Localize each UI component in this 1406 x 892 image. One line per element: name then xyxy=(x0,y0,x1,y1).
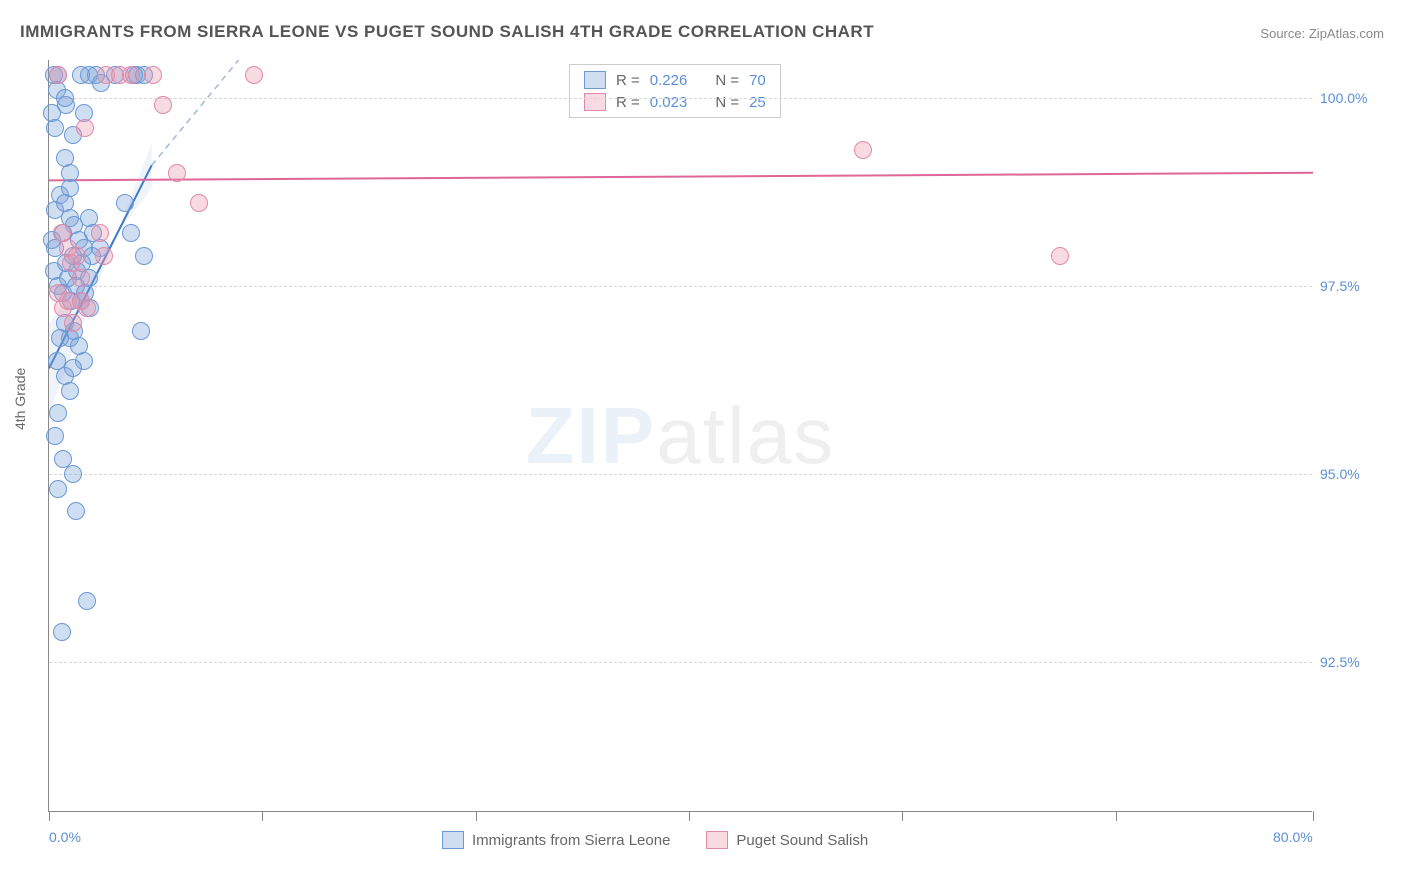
watermark-bold: ZIP xyxy=(526,391,656,480)
gridline-h xyxy=(49,662,1312,663)
pink-point xyxy=(154,96,172,114)
legend-label: Puget Sound Salish xyxy=(736,832,868,849)
ytick-label: 97.5% xyxy=(1320,278,1390,294)
legend-n-value: 70 xyxy=(749,72,766,89)
gridline-h xyxy=(49,98,1312,99)
pink-point xyxy=(190,194,208,212)
legend-swatch xyxy=(706,831,728,849)
legend-swatch xyxy=(584,71,606,89)
blue-point xyxy=(64,465,82,483)
source-attribution: Source: ZipAtlas.com xyxy=(1260,26,1384,41)
blue-point xyxy=(135,247,153,265)
trend-lines-svg xyxy=(49,60,1313,812)
pink-point xyxy=(122,66,140,84)
watermark: ZIPatlas xyxy=(526,390,835,482)
gridline-h xyxy=(49,474,1312,475)
xtick xyxy=(1313,811,1314,821)
source-label: Source: xyxy=(1260,26,1305,41)
ytick-label: 92.5% xyxy=(1320,654,1390,670)
blue-point xyxy=(78,592,96,610)
source-name: ZipAtlas.com xyxy=(1309,26,1384,41)
blue-point xyxy=(53,623,71,641)
pink-point xyxy=(91,224,109,242)
pink-point xyxy=(49,66,67,84)
pink-point xyxy=(78,299,96,317)
blue-point xyxy=(46,427,64,445)
blue-point xyxy=(61,164,79,182)
blue-point xyxy=(51,329,69,347)
legend-r-label: R = xyxy=(616,72,640,89)
xtick xyxy=(49,811,50,821)
watermark-light: atlas xyxy=(656,391,835,480)
pink-point xyxy=(168,164,186,182)
pink-point xyxy=(64,314,82,332)
xtick xyxy=(476,811,477,821)
blue-point xyxy=(67,502,85,520)
legend-r-value: 0.023 xyxy=(650,94,688,111)
chart-title: IMMIGRANTS FROM SIERRA LEONE VS PUGET SO… xyxy=(20,22,874,42)
pink-point xyxy=(245,66,263,84)
blue-point xyxy=(46,119,64,137)
legend-bottom: Immigrants from Sierra Leone Puget Sound … xyxy=(442,831,868,849)
legend-bottom-item: Immigrants from Sierra Leone xyxy=(442,831,670,849)
xtick xyxy=(1116,811,1117,821)
xtick xyxy=(902,811,903,821)
blue-point xyxy=(49,404,67,422)
blue-point xyxy=(116,194,134,212)
xtick xyxy=(689,811,690,821)
pink-point xyxy=(1051,247,1069,265)
xtick xyxy=(262,811,263,821)
pink-point xyxy=(68,247,86,265)
legend-label: Immigrants from Sierra Leone xyxy=(472,832,670,849)
legend-top-row: R = 0.023 N = 25 xyxy=(570,91,780,113)
xtick-label: 0.0% xyxy=(49,829,81,845)
ytick-label: 95.0% xyxy=(1320,466,1390,482)
pink-point xyxy=(76,119,94,137)
blue-point xyxy=(61,382,79,400)
blue-point xyxy=(122,224,140,242)
pink-point xyxy=(144,66,162,84)
legend-swatch xyxy=(584,93,606,111)
blue-point xyxy=(56,89,74,107)
y-axis-label: 4th Grade xyxy=(12,368,28,430)
legend-top-row: R = 0.226 N = 70 xyxy=(570,69,780,91)
ytick-label: 100.0% xyxy=(1320,90,1390,106)
gridline-h xyxy=(49,286,1312,287)
legend-swatch xyxy=(442,831,464,849)
pink-point xyxy=(72,269,90,287)
legend-bottom-item: Puget Sound Salish xyxy=(706,831,868,849)
blue-point xyxy=(132,322,150,340)
legend-top: R = 0.226 N = 70 R = 0.023 N = 25 xyxy=(569,64,781,118)
xtick-label: 80.0% xyxy=(1273,829,1313,845)
blue-point xyxy=(49,480,67,498)
legend-r-value: 0.226 xyxy=(650,72,688,89)
pink-point xyxy=(95,247,113,265)
legend-n-value: 25 xyxy=(749,94,766,111)
legend-n-label: N = xyxy=(715,72,739,89)
legend-r-label: R = xyxy=(616,94,640,111)
plot-area: ZIPatlas R =0.226N =70R =0.023N =25 92.5… xyxy=(48,60,1312,812)
legend-n-label: N = xyxy=(715,94,739,111)
blue-point xyxy=(64,359,82,377)
pink-point xyxy=(854,141,872,159)
